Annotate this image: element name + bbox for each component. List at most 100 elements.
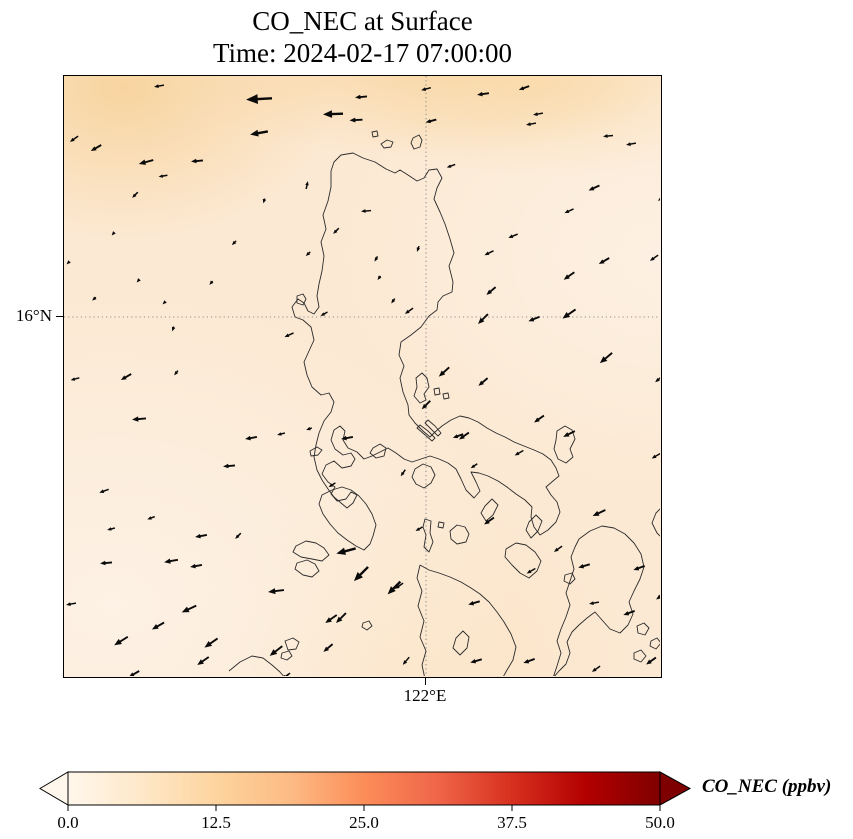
wind-arrow-head (402, 660, 408, 665)
coastline-panay-east (419, 564, 517, 676)
coastline-ticao (525, 514, 543, 539)
wind-arrow-head (171, 326, 176, 332)
wind-arrow-head (114, 638, 122, 646)
wind-arrow-head (562, 311, 571, 319)
wind-arrow-head (164, 558, 171, 564)
wind-arrow-head (231, 240, 237, 246)
wind-arrow-head (564, 209, 570, 214)
wind-arrow-head (107, 527, 112, 531)
wind-arrow-head (245, 435, 251, 441)
wind-arrow-head (209, 280, 214, 285)
wind-arrow-head (518, 86, 525, 91)
coastline-masbate (504, 542, 542, 579)
wind-arrow-head (181, 606, 190, 613)
coastline-polillo-islet-1 (433, 387, 441, 396)
wind-arrow-head (147, 516, 152, 520)
wind-arrow-head (478, 380, 484, 386)
wind-arrow-head (592, 510, 600, 516)
wind-arrow-head (514, 451, 520, 456)
colorbar-title: CO_NEC (ppbv) (702, 776, 832, 797)
wind-arrow-head (66, 260, 71, 265)
wind-arrow-head (484, 519, 490, 525)
wind-arrow-head (174, 370, 179, 376)
wind-arrow-head (578, 563, 585, 569)
coastline-romblon-chain (422, 518, 434, 553)
coastline-palawan-tip (228, 655, 285, 676)
colorbar-gradient-body (67, 771, 661, 806)
wind-arrow-head (341, 435, 347, 441)
coastline-polillo (413, 372, 430, 404)
wind-arrow-head (333, 229, 338, 234)
wind-arrow-head (129, 672, 135, 676)
wind-arrow-head (623, 611, 630, 616)
coastline-romblon-islet (437, 521, 445, 529)
wind-arrow-head (151, 624, 159, 630)
wind-arrow-head (100, 560, 106, 566)
wind-arrow-head (603, 134, 608, 138)
coastline-sibuyan (449, 524, 470, 545)
wind-arrow-head (526, 569, 532, 574)
wind-arrow-head (468, 600, 475, 606)
wind-arrow-head (284, 333, 290, 338)
wind-arrow-head (391, 299, 396, 304)
coastline-islet-se-1 (636, 622, 650, 636)
wind-arrow-head (305, 181, 309, 186)
colorbar-tick-label: 0.0 (57, 813, 79, 832)
coastline-burias (480, 498, 499, 522)
wind-arrow-head (92, 296, 97, 301)
coastline-right-edge-coast (651, 508, 660, 537)
colorbar-tick-label: 37.5 (497, 813, 527, 832)
wind-arrow-head (374, 257, 379, 262)
wind-arrow-head (99, 489, 105, 493)
wind-arrow-head (553, 547, 559, 552)
wind-arrow-head (599, 356, 608, 364)
wind-arrows (66, 84, 660, 676)
figure-title-line1: CO_NEC at Surface (252, 6, 473, 36)
lon-axis-tick (424, 678, 426, 685)
wind-arrow-head (655, 377, 660, 383)
wind-arrow-head (416, 247, 421, 252)
wind-arrow-head (377, 275, 382, 281)
wind-arrow-head (404, 309, 410, 314)
coastline-lingayen-islet (296, 293, 307, 306)
coastline-islet-cuyo-1 (284, 637, 300, 651)
coastline-islet-se-2 (633, 649, 647, 663)
wind-arrow-head (323, 646, 329, 652)
coastline-babuyan-2 (380, 139, 394, 149)
wind-arrow-head (508, 234, 514, 238)
lat-tick-label: 16°N (15, 306, 52, 325)
wind-arrow-head (328, 483, 334, 488)
coastline-luzon (291, 152, 561, 536)
lat-axis-tick (56, 315, 63, 317)
coastline-alabat-sliver-2 (424, 419, 442, 437)
wind-arrow-head (132, 416, 139, 422)
wind-arrow-head (283, 674, 286, 676)
wind-arrow-head (154, 84, 159, 88)
wind-arrow-head (336, 616, 343, 623)
coastline-marinduque (411, 463, 436, 489)
lon-tick-label: 122°E (403, 686, 447, 705)
wind-arrow-head (649, 256, 655, 261)
wind-arrow-head (646, 659, 652, 665)
coastlines (228, 130, 660, 676)
wind-arrow-head (598, 259, 605, 264)
wind-arrow-head (563, 274, 570, 280)
coastline-babuyan-1 (371, 130, 379, 138)
colorbar-svg (39, 771, 692, 811)
colorbar-tick-label: 50.0 (645, 813, 675, 832)
wind-arrow-head (90, 146, 97, 151)
wind-arrow-head (262, 198, 267, 204)
wind-arrow-head (589, 601, 594, 605)
wind-arrow-head (120, 375, 127, 380)
coastline-islet-se-3 (649, 637, 660, 650)
coastline-islet-east-masbate (563, 572, 576, 585)
wind-arrow-head (361, 209, 366, 213)
wind-arrow-head (70, 377, 76, 381)
wind-arrow-head (484, 251, 490, 256)
wind-arrow-head (394, 584, 400, 589)
colorbar-extend-left (39, 771, 69, 806)
colorbar (35, 765, 715, 815)
coastline-catanduanes (553, 425, 576, 464)
wind-arrow-head (478, 317, 485, 324)
wind-arrow-head (633, 566, 640, 571)
